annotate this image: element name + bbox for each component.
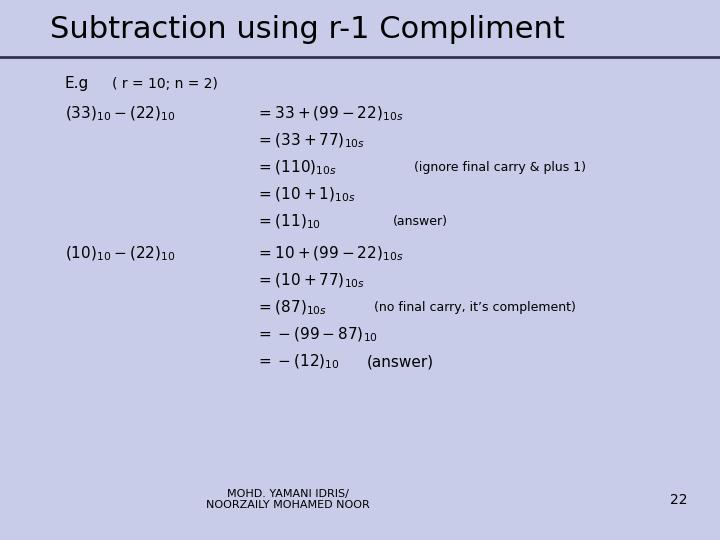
Text: $= -(12)_{10}$: $= -(12)_{10}$ xyxy=(256,353,339,371)
Text: (answer): (answer) xyxy=(392,215,447,228)
Text: $= 33+(99-22)_{10s}$: $= 33+(99-22)_{10s}$ xyxy=(256,104,403,123)
Text: E.g: E.g xyxy=(65,76,89,91)
Text: $= (10+77)_{10s}$: $= (10+77)_{10s}$ xyxy=(256,272,364,290)
Text: (answer): (answer) xyxy=(367,354,434,369)
Text: ( r = 10; n = 2): ( r = 10; n = 2) xyxy=(112,77,217,91)
Text: $= (33+77)_{10s}$: $= (33+77)_{10s}$ xyxy=(256,131,364,150)
Text: $= (11)_{10}$: $= (11)_{10}$ xyxy=(256,212,320,231)
Text: $= 10+(99-22)_{10s}$: $= 10+(99-22)_{10s}$ xyxy=(256,245,403,263)
Text: $(33)_{10}-(22)_{10}$: $(33)_{10}-(22)_{10}$ xyxy=(65,104,176,123)
Text: $(10)_{10}-(22)_{10}$: $(10)_{10}-(22)_{10}$ xyxy=(65,245,176,263)
Text: (no final carry, it’s complement): (no final carry, it’s complement) xyxy=(374,301,576,314)
Text: $= -(99-87)_{10}$: $= -(99-87)_{10}$ xyxy=(256,326,377,344)
Text: (ignore final carry & plus 1): (ignore final carry & plus 1) xyxy=(414,161,586,174)
Text: $= (110)_{10s}$: $= (110)_{10s}$ xyxy=(256,158,336,177)
Text: $= (87)_{10s}$: $= (87)_{10s}$ xyxy=(256,299,327,317)
Text: 22: 22 xyxy=(670,492,687,507)
Text: MOHD. YAMANI IDRIS/
NOORZAILY MOHAMED NOOR: MOHD. YAMANI IDRIS/ NOORZAILY MOHAMED NO… xyxy=(206,489,370,510)
Text: $= (10+1)_{10s}$: $= (10+1)_{10s}$ xyxy=(256,185,355,204)
Text: Subtraction using r-1 Compliment: Subtraction using r-1 Compliment xyxy=(50,15,565,44)
